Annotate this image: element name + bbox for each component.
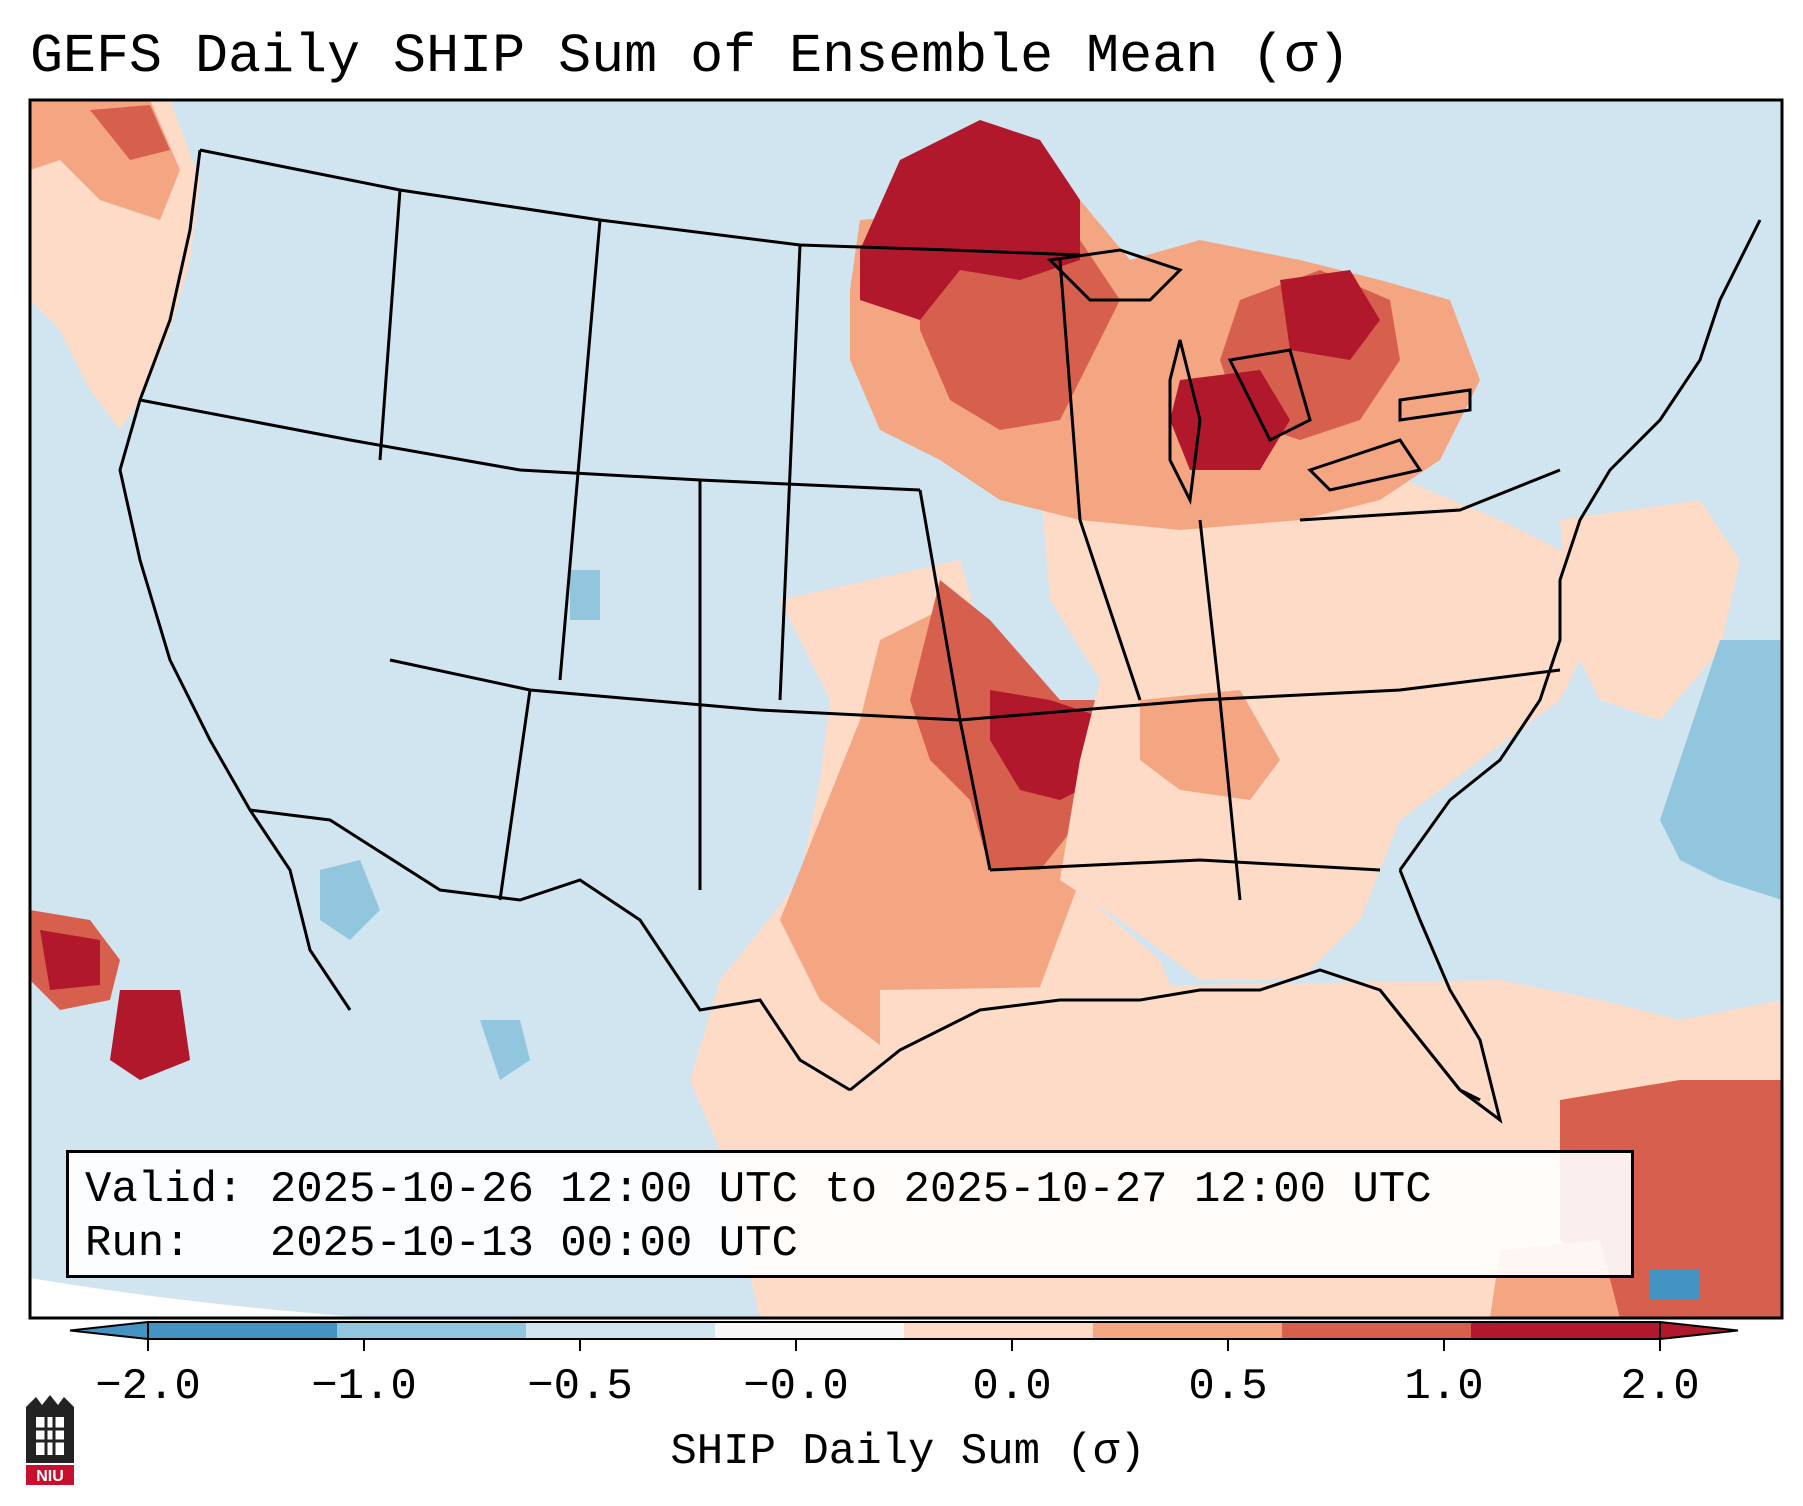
- state-border-5: [959, 668, 1561, 722]
- anomaly-michigan-core: [1170, 370, 1290, 470]
- anomaly-caribbean-negative: [1650, 1270, 1700, 1300]
- anomaly-pacific-cell-1-core: [40, 930, 100, 990]
- colorbar-tick-label: 0.5: [1188, 1362, 1268, 1412]
- colorbar-tick-label: −0.0: [743, 1362, 849, 1412]
- state-border-13: [778, 244, 802, 701]
- lake-ontario: [1398, 388, 1472, 422]
- valid-line: Valid: 2025-10-26 12:00 UTC to 2025-10-2…: [85, 1165, 1432, 1215]
- lake-erie: [1307, 438, 1423, 492]
- info-box: Valid: 2025-10-26 12:00 UTC to 2025-10-2…: [66, 1150, 1634, 1278]
- state-border-3: [498, 689, 532, 901]
- anomaly-baja-negative: [320, 860, 380, 940]
- map-frame: [28, 98, 1784, 1320]
- state-border-7: [1058, 259, 1142, 701]
- colorbar-tick-label: −2.0: [95, 1362, 201, 1412]
- lake-michigan: [1168, 339, 1202, 506]
- anomaly-east-light: [1040, 470, 1600, 980]
- pacific-coastline: [118, 149, 352, 1011]
- niu-logo-band: [26, 1465, 74, 1485]
- anomaly-great-lakes-core-east: [1280, 270, 1380, 360]
- state-border-12: [558, 219, 602, 681]
- chart-title: GEFS Daily SHIP Sum of Ensemble Mean (σ): [30, 25, 1351, 88]
- florida-coastline: [1378, 869, 1503, 1124]
- colorbar-tick-label: 0.0: [972, 1362, 1052, 1412]
- state-border-10: [1299, 468, 1561, 522]
- geography-lines: [118, 148, 1762, 1124]
- anomaly-pacific-cell-2: [110, 990, 190, 1080]
- anomaly-atlantic-light: [1560, 500, 1740, 720]
- state-border-8: [1198, 519, 1242, 901]
- state-border-9: [989, 858, 1381, 872]
- anomaly-colorado-negative: [570, 570, 600, 620]
- state-border-11: [378, 189, 402, 461]
- niu-logo-text: NIU: [36, 1468, 64, 1485]
- colorbar-label: SHIP Daily Sum (σ): [670, 1427, 1146, 1477]
- run-line: Run: 2025-10-13 00:00 UTC: [85, 1219, 798, 1269]
- state-border-1: [139, 398, 921, 492]
- atlantic-coastline: [1398, 219, 1762, 871]
- colorbar-tick-label: −0.5: [527, 1362, 633, 1412]
- anomaly-great-lakes-core-west: [860, 120, 1080, 320]
- map-field: [30, 100, 1782, 1318]
- projection-edge-left: [30, 1278, 373, 1318]
- state-border-2: [389, 658, 961, 722]
- anomaly-east-mid: [1140, 690, 1280, 800]
- us-canada-border: [199, 148, 1081, 257]
- us-mexico-border: [249, 808, 851, 1092]
- state-border-6: [918, 489, 992, 871]
- lake-superior: [1046, 248, 1183, 302]
- colorbar-tick-label: 1.0: [1404, 1362, 1484, 1412]
- colorbar-tick-label: −1.0: [311, 1362, 417, 1412]
- colorbar-tick-label: 2.0: [1620, 1362, 1700, 1412]
- anomaly-mexico-negative: [480, 1020, 530, 1080]
- anomaly-atlantic-negative: [1660, 640, 1782, 900]
- niu-logo: NIU: [26, 1395, 74, 1485]
- lake-huron: [1227, 348, 1312, 443]
- anomaly-pnw-strong: [90, 105, 170, 160]
